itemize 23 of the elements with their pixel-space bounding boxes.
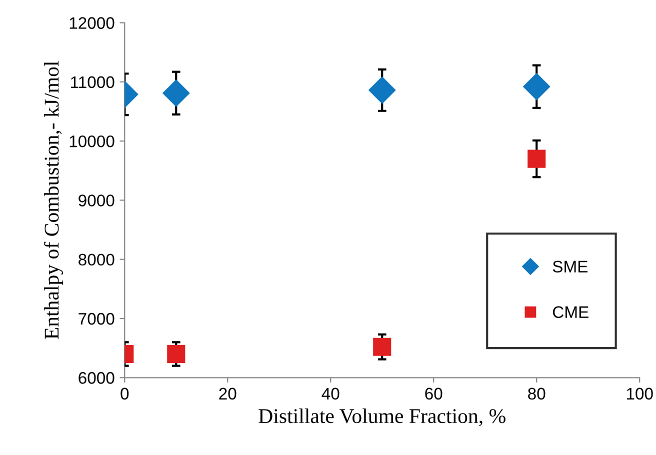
y-tick-label: 8000 [78,254,114,266]
point [162,80,190,107]
x-tick-label: 80 [528,388,546,400]
y-axis-title: Enthalpy of Combustion,- kJ/mol [44,61,64,340]
x-tick-label: 0 [120,388,129,400]
legend-label: SME [552,260,588,273]
x-axis-title: Distillate Volume Fraction, % [258,408,506,426]
point [528,150,546,168]
point [167,344,186,364]
x-tick-label: 20 [219,388,236,400]
y-tick-label: 6000 [78,372,114,384]
point [373,338,392,356]
point [523,73,550,100]
x-tick-label: 100 [626,388,653,400]
y-tick-label: 11000 [71,76,114,88]
y-tick-label: 9000 [78,194,114,206]
x-tick-label: 60 [425,388,442,400]
legend-label: CME [552,306,588,318]
y-tick-label: 7000 [78,312,114,325]
y-tick-label: 12000 [70,17,114,29]
point [368,76,396,104]
y-tick-label: 10000 [70,135,114,148]
x-tick-label: 40 [322,388,340,400]
